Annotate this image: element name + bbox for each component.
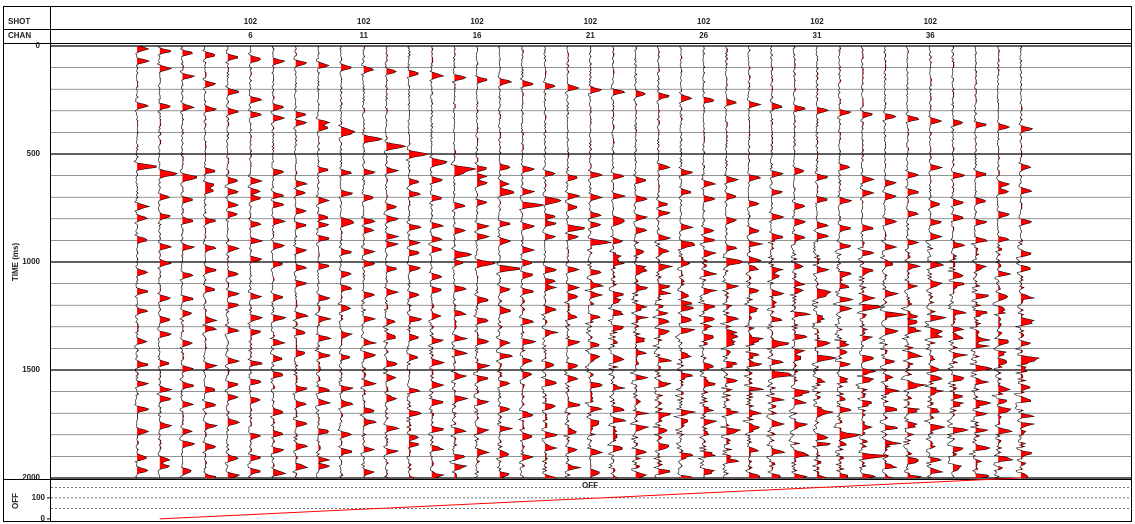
y-tick-label: 0 — [36, 41, 41, 50]
shot-label: 102 — [470, 17, 484, 26]
shot-label: 102 — [244, 17, 258, 26]
shot-label: 102 — [924, 17, 938, 26]
shot-label: 102 — [357, 17, 371, 26]
channel-label: 26 — [699, 31, 708, 40]
channel-label: 36 — [926, 31, 935, 40]
row-label: CHAN — [8, 31, 31, 40]
row-label: SHOT — [8, 17, 30, 26]
y-tick-label: 2000 — [22, 473, 40, 482]
y-tick-label: 1500 — [22, 365, 40, 374]
offset-title: OFF — [582, 481, 598, 490]
y-tick-label: 500 — [27, 149, 41, 158]
channel-label: 21 — [586, 31, 595, 40]
shot-label: 102 — [584, 17, 598, 26]
channel-label: 16 — [473, 31, 482, 40]
offset-axis-label: OFF — [11, 493, 20, 509]
shot-label: 102 — [697, 17, 711, 26]
channel-label: 31 — [813, 31, 822, 40]
channel-label: 11 — [360, 31, 369, 40]
offset-tick-label: 0 — [41, 514, 46, 523]
gather-display: SHOT CHAN TIME (ms) OFF OFF 050010001500… — [0, 0, 1135, 524]
offset-tick-label: 100 — [32, 493, 46, 502]
y-axis-label: TIME (ms) — [11, 243, 20, 282]
y-tick-label: 1000 — [22, 257, 40, 266]
shot-label: 102 — [810, 17, 824, 26]
channel-label: 6 — [248, 31, 253, 40]
